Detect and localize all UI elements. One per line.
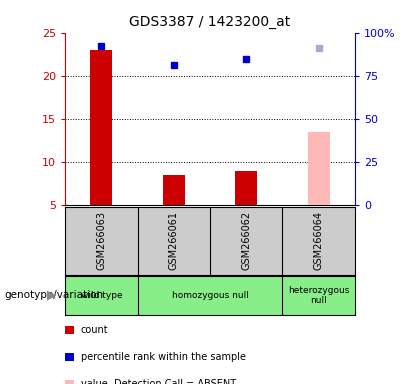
Text: count: count: [81, 325, 108, 335]
Text: GSM266063: GSM266063: [96, 211, 106, 270]
Text: GSM266064: GSM266064: [314, 211, 324, 270]
Bar: [308, 132, 330, 205]
Bar: [90, 50, 112, 205]
Text: genotype/variation: genotype/variation: [4, 290, 103, 300]
Text: GSM266062: GSM266062: [241, 211, 251, 270]
Bar: [163, 175, 185, 205]
Text: value, Detection Call = ABSENT: value, Detection Call = ABSENT: [81, 379, 236, 384]
Title: GDS3387 / 1423200_at: GDS3387 / 1423200_at: [129, 15, 291, 29]
Text: ▶: ▶: [47, 289, 57, 302]
Text: wild type: wild type: [81, 291, 122, 300]
Text: GSM266061: GSM266061: [169, 211, 179, 270]
Text: heterozygous
null: heterozygous null: [288, 286, 349, 305]
Text: homozygous null: homozygous null: [171, 291, 249, 300]
Text: percentile rank within the sample: percentile rank within the sample: [81, 352, 246, 362]
Bar: [235, 171, 257, 205]
